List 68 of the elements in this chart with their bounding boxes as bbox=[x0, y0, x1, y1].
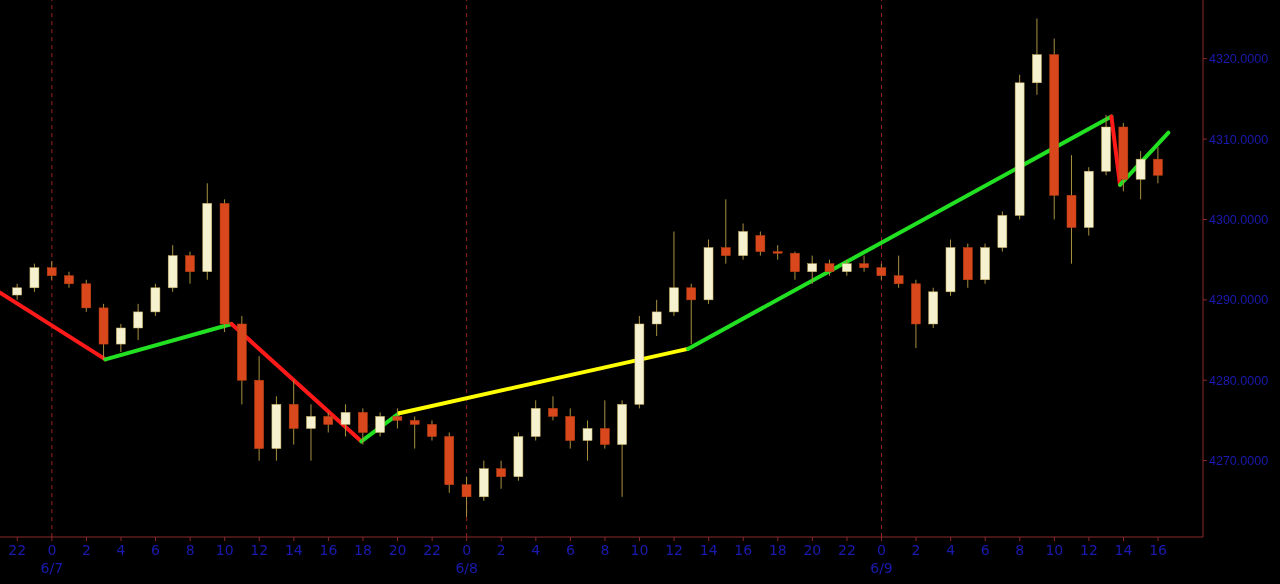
candlestick bbox=[1135, 150, 1146, 200]
y-tick-label: 4290.0000 bbox=[1209, 293, 1269, 308]
x-tick-label: 2 bbox=[81, 542, 91, 558]
x-tick-label: 10 bbox=[630, 542, 649, 558]
x-tick-label: 10 bbox=[215, 542, 234, 558]
candlestick bbox=[755, 231, 766, 257]
x-tick-label: 8 bbox=[185, 542, 195, 558]
candlestick bbox=[323, 411, 334, 433]
candlestick bbox=[409, 415, 420, 450]
candlestick bbox=[392, 407, 403, 429]
x-tick-label: 20 bbox=[388, 542, 407, 558]
candlestick bbox=[859, 255, 869, 273]
x-tick-label: 2 bbox=[496, 542, 506, 558]
y-tick-label: 4270.0000 bbox=[1209, 454, 1269, 469]
y-tick-label: 4280.0000 bbox=[1209, 373, 1269, 388]
candlestick bbox=[686, 283, 696, 345]
x-tick-label: 14 bbox=[699, 542, 718, 558]
x-tick-label: 10 bbox=[1045, 542, 1064, 558]
x-tick-label: 2 bbox=[911, 542, 921, 558]
candlestick bbox=[600, 399, 610, 450]
candlestick bbox=[46, 260, 57, 281]
x-tick-label: 18 bbox=[354, 542, 372, 558]
candlestick bbox=[548, 395, 558, 421]
candlestick bbox=[116, 323, 126, 353]
candlestick bbox=[461, 476, 472, 518]
x-tick-label: 0 6/8 bbox=[455, 542, 478, 576]
x-tick-label: 0 6/9 bbox=[870, 542, 893, 576]
candlestick bbox=[790, 251, 800, 281]
x-tick-label: 22 bbox=[8, 542, 27, 558]
x-tick-label: 12 bbox=[250, 542, 269, 558]
candlestick bbox=[375, 411, 385, 438]
x-tick-label: 8 bbox=[600, 542, 610, 558]
x-tick-label: 22 bbox=[423, 542, 442, 558]
x-tick-label: 22 bbox=[838, 542, 856, 558]
x-tick-label: 16 bbox=[734, 542, 753, 558]
candlestick bbox=[340, 403, 351, 438]
candlestick bbox=[582, 419, 593, 462]
x-tick-label: 20 bbox=[803, 542, 822, 558]
candlestick bbox=[807, 255, 817, 285]
y-tick-label: 4320.0000 bbox=[1209, 52, 1269, 67]
x-tick-label: 12 bbox=[1080, 542, 1098, 558]
x-tick-label: 14 bbox=[284, 542, 303, 558]
x-tick-label: 8 bbox=[1015, 542, 1025, 558]
x-tick-label: 16 bbox=[1149, 542, 1168, 558]
candlestick bbox=[651, 299, 662, 337]
candlestick bbox=[496, 460, 506, 490]
candlestick bbox=[893, 255, 904, 289]
x-tick-label: 6 bbox=[565, 542, 575, 558]
x-tick-label: 6 bbox=[151, 542, 161, 558]
x-tick-label: 12 bbox=[665, 542, 684, 558]
x-tick-label: 4 bbox=[116, 542, 126, 558]
candlestick bbox=[1153, 146, 1163, 184]
candlestick bbox=[133, 303, 143, 341]
candlestick bbox=[185, 251, 195, 285]
x-tick-label: 4 bbox=[946, 542, 956, 558]
x-tick-label: 16 bbox=[319, 542, 338, 558]
x-tick-label: 4 bbox=[531, 542, 541, 558]
candlestick bbox=[358, 407, 368, 446]
x-tick-label: 18 bbox=[768, 542, 787, 558]
y-tick-label: 4300.0000 bbox=[1209, 212, 1269, 227]
candlestick bbox=[721, 198, 731, 265]
y-tick-label: 4310.0000 bbox=[1209, 132, 1269, 147]
x-tick-label: 0 6/7 bbox=[40, 542, 64, 576]
candlestick bbox=[29, 263, 40, 293]
x-tick-label: 14 bbox=[1114, 542, 1133, 558]
candlestick bbox=[427, 419, 437, 442]
x-tick-label: 6 bbox=[980, 542, 990, 558]
candlestick bbox=[306, 403, 316, 462]
